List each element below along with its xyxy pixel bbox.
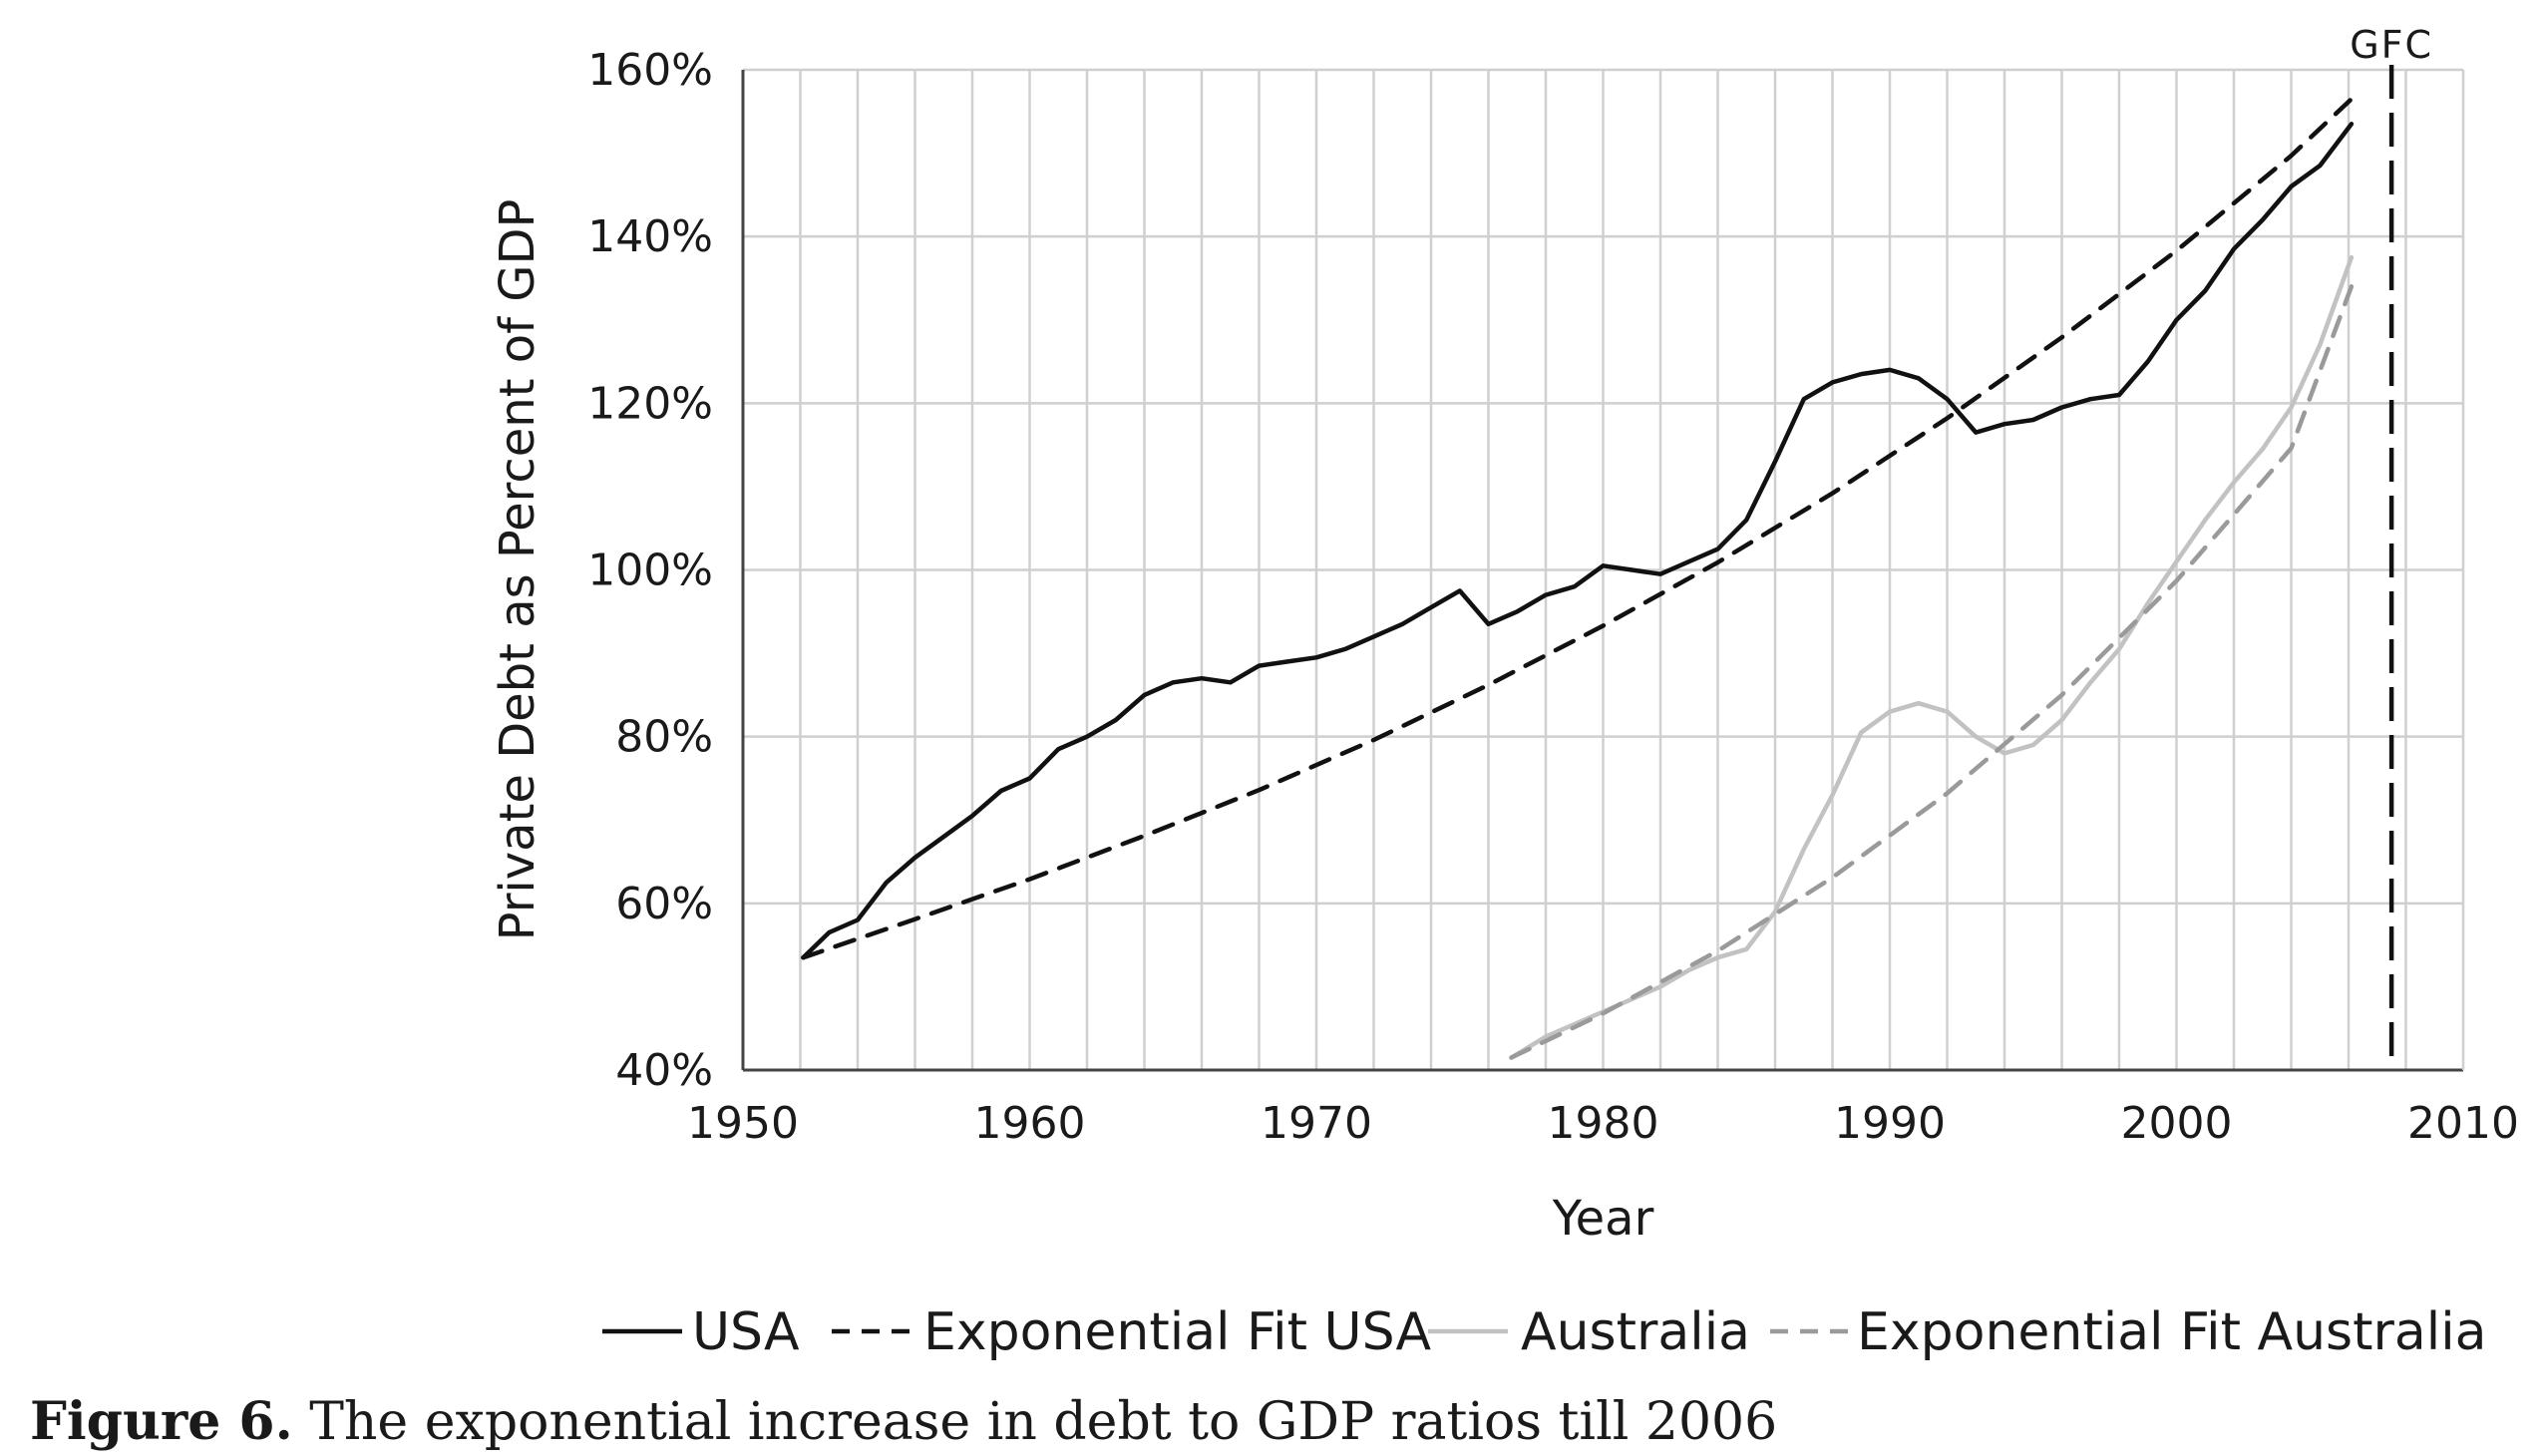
figure-caption: Figure 6. The exponential increase in de… [30, 1391, 1777, 1452]
series-exponential-fit-australia [1509, 284, 2355, 1060]
grid-lines [743, 68, 2463, 1070]
x-tick-label: 1960 [974, 1098, 1086, 1149]
gfc-annotation: GFC [2350, 23, 2433, 1070]
y-tick-label: 40% [615, 1045, 713, 1096]
gfc-label: GFC [2350, 23, 2433, 67]
legend-australia-label: Australia [1521, 1302, 1750, 1362]
legend-usa-label: USA [692, 1302, 800, 1362]
x-axis-title: Year [1552, 1191, 1654, 1247]
legend-exponential-fit-usa-label: Exponential Fit USA [923, 1302, 1432, 1362]
x-tick-label: 1990 [1834, 1098, 1946, 1149]
figure-caption-text: The exponential increase in debt to GDP … [292, 1392, 1778, 1452]
x-tick-label: 1950 [687, 1098, 799, 1149]
axis-ticks: 40% 60% 80% 100% 120% 140% 160% 1950 1960 1970 198… [587, 45, 2519, 1149]
x-tick-label: 1980 [1548, 1098, 1659, 1149]
x-tick-label: 1970 [1261, 1098, 1372, 1149]
y-tick-label: 140% [587, 211, 713, 262]
y-tick-label: 100% [587, 546, 713, 596]
series-exponential-fit-usa [801, 97, 2355, 960]
y-tick-label: 120% [587, 378, 713, 429]
y-axis-title: Private Debt as Percent of GDP [490, 199, 545, 941]
series-australia [1509, 254, 2355, 1060]
legend-exponential-fit-australia-label: Exponential Fit Australia [1857, 1302, 2487, 1362]
series-usa [801, 122, 2355, 960]
series-lines [801, 97, 2355, 1060]
y-tick-label: 60% [615, 879, 713, 929]
legend: USA Exponential Fit USA Australia Exponenti… [602, 1302, 2487, 1362]
y-tick-label: 80% [615, 712, 713, 763]
axis-frame [741, 70, 2465, 1072]
figure-caption-label: Figure 6. [30, 1391, 293, 1452]
y-tick-label: 160% [587, 45, 713, 96]
x-tick-label: 2000 [2121, 1098, 2233, 1149]
x-tick-label: 2010 [2407, 1098, 2519, 1149]
